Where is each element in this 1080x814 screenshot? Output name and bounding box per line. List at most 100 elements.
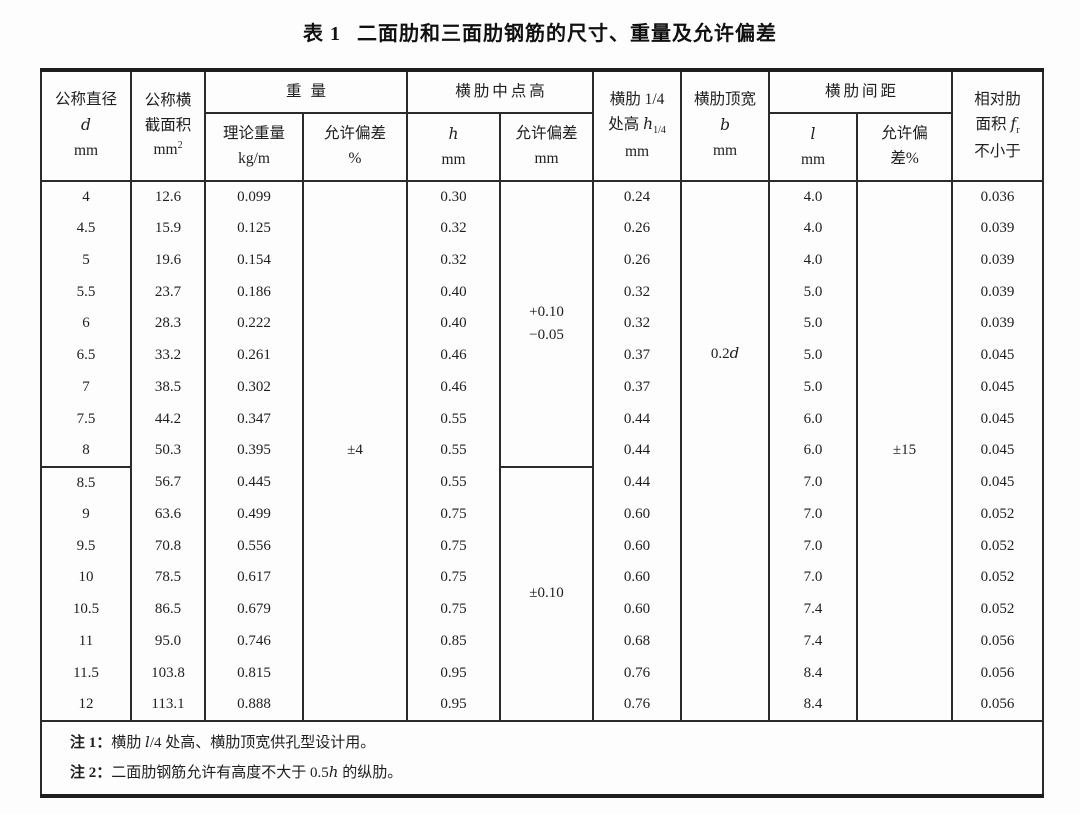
table-row: 5.5 23.7 0.186 0.40 0.32 5.0 0.039	[40, 276, 1044, 308]
cell-weight: 0.099	[204, 181, 303, 213]
note-1-label: 注 1：	[70, 734, 112, 751]
cell-rib-spacing: 5.0	[768, 339, 858, 372]
header-rib-spacing-deviation: 允许偏 差%	[856, 113, 953, 182]
cell-rib-spacing: 7.0	[768, 562, 858, 594]
cell-rib-height: 0.40	[406, 308, 501, 340]
cell-rib-spacing-deviation-merged: ±15	[856, 181, 953, 721]
cell-relative-rib-area: 0.039	[951, 244, 1044, 277]
cell-relative-rib-area: 0.045	[951, 371, 1044, 404]
header-group-weight: 重量	[203, 70, 408, 114]
cell-diameter: 5	[40, 244, 131, 277]
cell-area: 33.2	[130, 339, 205, 372]
cell-rib-height: 0.32	[406, 244, 501, 277]
cell-relative-rib-area: 0.039	[951, 276, 1044, 308]
cell-rib-spacing: 7.4	[768, 593, 858, 626]
cell-weight: 0.815	[204, 657, 303, 689]
cell-weight: 0.556	[204, 530, 303, 562]
cell-diameter: 10	[40, 562, 131, 594]
cell-rib-height: 0.30	[406, 181, 501, 213]
header-rib-top-width: 横肋顶宽 b mm	[680, 70, 770, 182]
table-row: 9.5 70.8 0.556 0.75 0.60 7.0 0.052	[40, 530, 1044, 562]
cell-relative-rib-area: 0.052	[951, 498, 1044, 531]
cell-rib-spacing: 7.0	[768, 466, 858, 499]
header-rib-quarter-height: 横肋 1/4 处高 h1/4 mm	[592, 70, 682, 182]
cell-weight: 0.746	[204, 625, 303, 658]
cell-rib-spacing: 5.0	[768, 308, 858, 340]
cell-rib-spacing: 4.0	[768, 181, 858, 213]
header-rib-spacing-l: l mm	[768, 113, 858, 182]
cell-relative-rib-area: 0.045	[951, 339, 1044, 372]
cell-area: 113.1	[130, 689, 205, 721]
cell-area: 23.7	[130, 276, 205, 308]
table-row: 8.5 56.7 0.445 0.55 ±0.10 0.44 7.0 0.045	[40, 466, 1044, 721]
cell-weight: 0.261	[204, 339, 303, 372]
cell-diameter: 10.5	[40, 593, 131, 626]
cell-diameter: 11.5	[40, 657, 131, 689]
cell-relative-rib-area: 0.052	[951, 593, 1044, 626]
cell-relative-rib-area: 0.045	[951, 403, 1044, 435]
cell-rib-height: 0.75	[406, 593, 501, 626]
cell-relative-rib-area: 0.056	[951, 689, 1044, 721]
table-row: 4 12.6 0.099 ±4 0.30 +0.10 −0.05 0.24 0.2d 4.0 ±15…	[40, 181, 1044, 721]
cell-diameter: 8	[40, 435, 131, 468]
cell-rib-quarter-height: 0.60	[592, 530, 682, 562]
cell-rib-quarter-height: 0.44	[592, 466, 682, 499]
cell-rib-quarter-height: 0.37	[592, 339, 682, 372]
cell-diameter: 4	[40, 181, 131, 213]
cell-area: 86.5	[130, 593, 205, 626]
cell-rib-quarter-height: 0.32	[592, 276, 682, 308]
cell-weight: 0.888	[204, 689, 303, 721]
rebar-dimension-table: 公称直径 d mm 公称横 截面积 mm2 重量 横肋中点高 横肋 1/4 处高…	[39, 68, 1045, 798]
cell-rib-spacing: 5.0	[768, 276, 858, 308]
cell-weight: 0.347	[204, 403, 303, 435]
cell-rib-spacing: 7.4	[768, 625, 858, 658]
table-row: 4.5 15.9 0.125 0.32 0.26 4.0 0.039	[40, 212, 1044, 245]
cell-diameter: 12	[40, 689, 131, 721]
cell-rib-height: 0.32	[406, 212, 501, 245]
cell-diameter: 7	[40, 371, 131, 404]
header-group-rib-spacing: 横肋间距	[768, 70, 953, 114]
header-group-rib-midpoint-height: 横肋中点高	[406, 70, 594, 114]
table-notes: 注 1：横肋 l/4 处高、横肋顶宽供孔型设计用。 注 2：二面肋钢筋允许有高度…	[39, 719, 1044, 796]
cell-rib-spacing: 5.0	[768, 371, 858, 404]
cell-rib-height: 0.75	[406, 530, 501, 562]
cell-diameter: 6.5	[40, 339, 131, 372]
cell-area: 103.8	[130, 657, 205, 689]
table-title-text: 二面肋和三面肋钢筋的尺寸、重量及允许偏差	[357, 23, 777, 45]
cell-area: 28.3	[130, 308, 205, 340]
cell-diameter: 9	[40, 498, 131, 531]
cell-relative-rib-area: 0.036	[951, 181, 1044, 213]
cell-rib-height: 0.40	[406, 276, 501, 308]
table-row: 11 95.0 0.746 0.85 0.68 7.4 0.056	[40, 625, 1044, 658]
cell-rib-top-width-merged: 0.2d	[680, 181, 770, 721]
cell-weight: 0.395	[204, 435, 303, 467]
cell-relative-rib-area: 0.052	[951, 562, 1044, 594]
table-row: 8 50.3 0.395 0.55 0.44 6.0 0.045	[40, 435, 1044, 468]
cell-diameter: 11	[40, 625, 131, 658]
cell-rib-spacing: 8.4	[768, 657, 858, 689]
cell-weight: 0.302	[204, 371, 303, 404]
cell-area: 63.6	[130, 498, 205, 531]
table-row: 6 28.3 0.222 0.40 0.32 5.0 0.039	[40, 308, 1044, 340]
cell-weight: 0.222	[204, 308, 303, 340]
cell-rib-height: 0.75	[406, 562, 501, 594]
cell-area: 95.0	[130, 625, 205, 658]
cell-rib-height: 0.75	[406, 498, 501, 531]
cell-rib-height: 0.55	[406, 403, 501, 435]
cell-relative-rib-area: 0.056	[951, 625, 1044, 658]
cell-weight: 0.445	[204, 466, 303, 499]
cell-rib-quarter-height: 0.60	[592, 498, 682, 531]
cell-weight: 0.154	[204, 244, 303, 277]
cell-rib-spacing: 8.4	[768, 689, 858, 721]
table-row: 12 113.1 0.888 0.95 0.76 8.4 0.056	[40, 689, 1044, 721]
cell-relative-rib-area: 0.052	[951, 530, 1044, 562]
cell-diameter: 5.5	[40, 276, 131, 308]
cell-relative-rib-area: 0.045	[951, 435, 1044, 467]
cell-relative-rib-area: 0.039	[951, 308, 1044, 340]
cell-rib-spacing: 7.0	[768, 530, 858, 562]
table-row: 10.5 86.5 0.679 0.75 0.60 7.4 0.052	[40, 593, 1044, 626]
cell-rib-quarter-height: 0.68	[592, 625, 682, 658]
table-row: 10 78.5 0.617 0.75 0.60 7.0 0.052	[40, 562, 1044, 594]
cell-diameter: 8.5	[40, 466, 131, 499]
